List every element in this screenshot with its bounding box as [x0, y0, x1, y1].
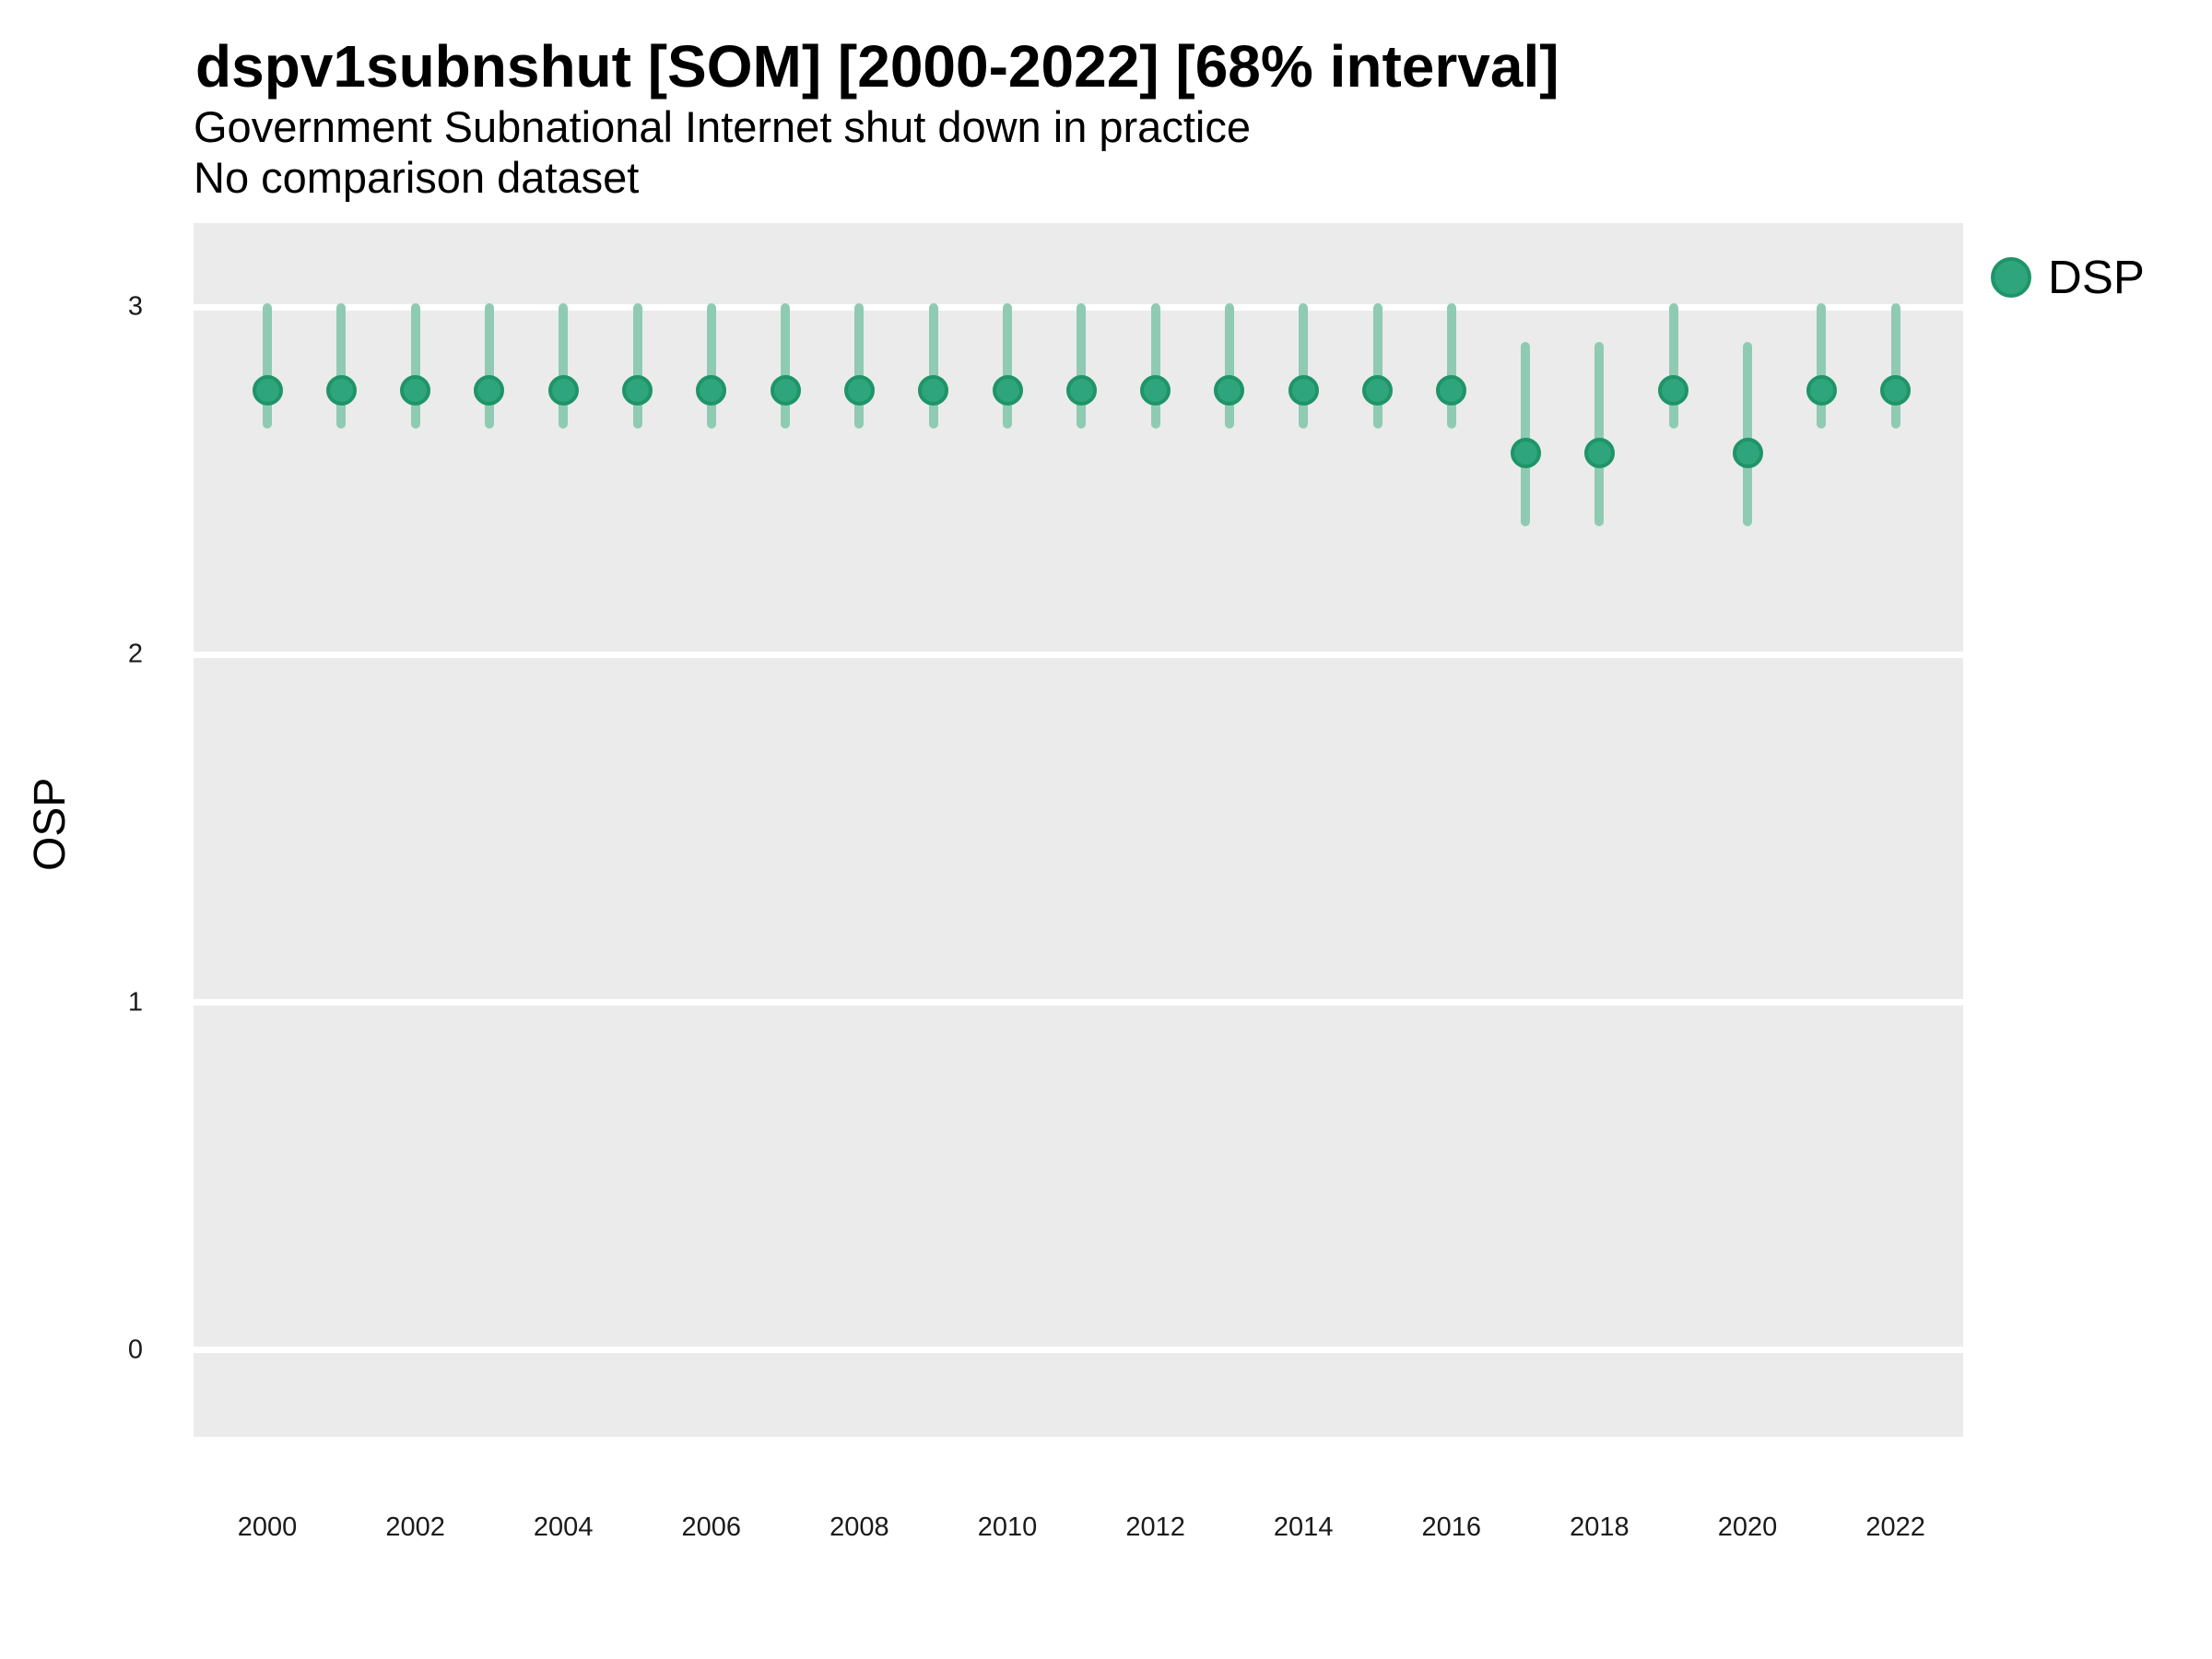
y-tick-label-2: 2	[127, 639, 143, 669]
x-tick-label-2020: 2020	[1717, 1512, 1778, 1542]
interval-line-2021	[1817, 303, 1827, 429]
data-point-2006	[696, 375, 727, 406]
interval-line-2015	[1372, 303, 1382, 429]
x-tick-label-2016: 2016	[1421, 1512, 1482, 1542]
interval-line-2018	[1594, 341, 1605, 526]
gridline-y-0	[194, 1347, 1963, 1354]
data-point-2018	[1583, 437, 1615, 468]
legend-point-icon	[1991, 257, 2031, 298]
gridline-y-1	[194, 999, 1963, 1006]
interval-line-2004	[559, 303, 569, 429]
x-tick-label-2000: 2000	[237, 1512, 298, 1542]
interval-line-2009	[928, 303, 938, 429]
data-point-2003	[474, 375, 505, 406]
interval-line-2003	[484, 303, 494, 429]
data-point-2013	[1214, 375, 1245, 406]
data-point-2015	[1362, 375, 1393, 406]
interval-line-2012	[1150, 303, 1160, 429]
interval-line-2016	[1446, 303, 1456, 429]
gridline-y-2	[194, 651, 1963, 658]
chart-title: dspv1subnshut [SOM] [2000-2022] [68% int…	[195, 33, 1559, 100]
interval-line-2019	[1668, 303, 1678, 429]
data-point-2001	[325, 375, 357, 406]
x-tick-label-2004: 2004	[533, 1512, 594, 1542]
data-point-2005	[622, 375, 653, 406]
interval-line-2013	[1224, 303, 1234, 429]
interval-line-2017	[1521, 341, 1531, 526]
data-point-2020	[1732, 437, 1763, 468]
y-tick-label-1: 1	[127, 987, 143, 1018]
data-point-2002	[400, 375, 431, 406]
data-point-2016	[1436, 375, 1467, 406]
x-tick-label-2008: 2008	[830, 1512, 889, 1542]
data-point-2012	[1140, 375, 1171, 406]
interval-line-2002	[410, 303, 420, 429]
data-point-2010	[992, 375, 1023, 406]
data-point-2004	[547, 375, 579, 406]
data-point-2021	[1806, 375, 1837, 406]
interval-line-2022	[1890, 303, 1900, 429]
data-point-2008	[843, 375, 875, 406]
data-point-2019	[1658, 375, 1689, 406]
interval-line-2007	[781, 303, 791, 429]
interval-line-2001	[336, 303, 347, 429]
interval-line-2000	[263, 303, 272, 429]
interval-line-2006	[706, 303, 716, 429]
interval-line-2008	[854, 303, 865, 429]
legend-label: DSP	[2048, 251, 2145, 303]
interval-line-2014	[1299, 303, 1309, 429]
x-tick-label-2006: 2006	[681, 1512, 742, 1542]
y-tick-label-0: 0	[127, 1335, 143, 1365]
x-tick-label-2010: 2010	[977, 1512, 1038, 1542]
interval-line-2011	[1077, 303, 1087, 429]
interval-line-2010	[1003, 303, 1012, 429]
data-point-2007	[770, 375, 801, 406]
x-tick-label-2014: 2014	[1273, 1512, 1334, 1542]
x-tick-label-2012: 2012	[1125, 1512, 1185, 1542]
y-axis-title: OSP	[26, 777, 75, 871]
x-tick-label-2002: 2002	[385, 1512, 445, 1542]
chart-note: No comparison dataset	[194, 153, 640, 202]
plot-panel	[194, 223, 1963, 1437]
data-point-2011	[1065, 375, 1097, 406]
y-tick-label-3: 3	[127, 291, 143, 322]
x-tick-label-2018: 2018	[1570, 1512, 1630, 1542]
data-point-2017	[1510, 437, 1541, 468]
data-point-2000	[252, 375, 283, 406]
chart-subtitle: Government Subnational Internet shut dow…	[194, 102, 1251, 151]
data-point-2009	[918, 375, 949, 406]
data-point-2014	[1288, 375, 1319, 406]
interval-line-2005	[632, 303, 642, 429]
interval-line-2020	[1743, 341, 1752, 526]
x-tick-label-2022: 2022	[1865, 1512, 1925, 1542]
data-point-2022	[1880, 375, 1912, 406]
